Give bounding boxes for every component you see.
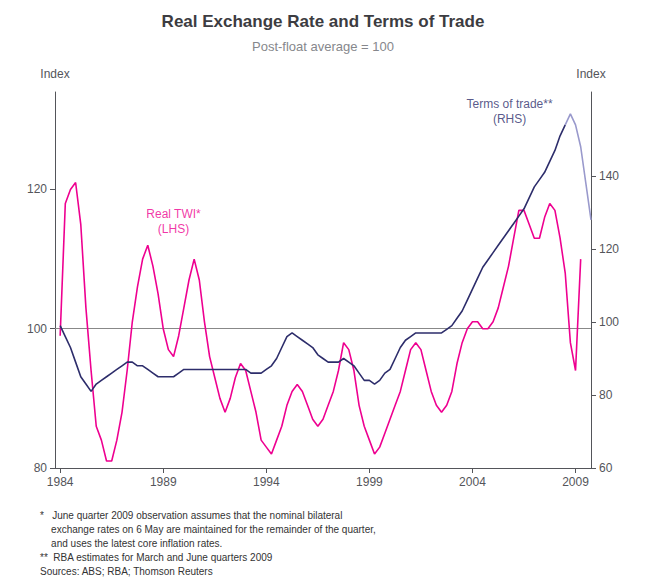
svg-text:120: 120 <box>27 182 47 196</box>
svg-text:140: 140 <box>599 169 619 183</box>
svg-text:* June quarter 2009 observat: * June quarter 2009 observation assumes … <box>40 510 342 521</box>
svg-text:80: 80 <box>599 388 613 402</box>
svg-text:and uses the latest core infla: and uses the latest core inflation rates… <box>40 538 222 549</box>
svg-text:1989: 1989 <box>150 475 177 489</box>
svg-text:60: 60 <box>599 461 613 475</box>
svg-text:1999: 1999 <box>356 475 383 489</box>
svg-text:exchange rates on 6 May are ma: exchange rates on 6 May are maintained f… <box>40 524 376 535</box>
svg-text:(RHS): (RHS) <box>493 112 526 126</box>
svg-text:100: 100 <box>27 322 47 336</box>
svg-text:Index: Index <box>40 67 69 81</box>
svg-text:Real TWI*: Real TWI* <box>146 207 201 221</box>
svg-text:Post-float average = 100: Post-float average = 100 <box>252 39 394 54</box>
svg-text:Index: Index <box>576 67 605 81</box>
svg-text:100: 100 <box>599 315 619 329</box>
svg-text:1984: 1984 <box>47 475 74 489</box>
svg-text:80: 80 <box>34 461 48 475</box>
svg-text:1994: 1994 <box>253 475 280 489</box>
svg-text:(LHS): (LHS) <box>158 222 189 236</box>
svg-text:Real Exchange Rate and Terms o: Real Exchange Rate and Terms of Trade <box>162 12 485 31</box>
svg-text:2009: 2009 <box>562 475 589 489</box>
svg-text:** RBA estimates for March an: ** RBA estimates for March and June quar… <box>40 552 273 563</box>
svg-text:Sources: ABS; RBA; Thomson Reu: Sources: ABS; RBA; Thomson Reuters <box>40 566 213 577</box>
svg-text:2004: 2004 <box>459 475 486 489</box>
svg-text:Terms of trade**: Terms of trade** <box>467 97 553 111</box>
svg-text:120: 120 <box>599 242 619 256</box>
